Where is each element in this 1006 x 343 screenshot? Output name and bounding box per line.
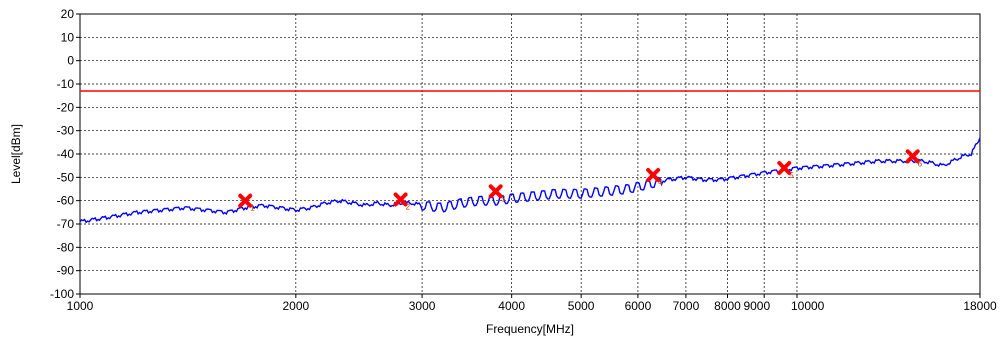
x-tick-label: 10000 [791,299,825,313]
x-tick-label: 18000 [963,299,997,313]
marker: 6 [905,149,923,168]
x-tick-label: 9000 [743,299,770,313]
marker-cross [777,161,792,175]
y-tick-label: -40 [57,147,75,161]
x-tick-label: 7000 [673,299,700,313]
y-axis-label: Level[dBm] [9,124,23,184]
marker-cross [238,193,253,208]
marker-label: 6 [918,159,923,168]
y-tick-label: -60 [57,194,75,208]
x-tick-label: 1000 [67,299,94,313]
y-tick-label: -70 [57,217,75,231]
y-tick-label: -50 [57,170,75,184]
marker: 3 [488,184,506,203]
y-tick-label: 20 [61,7,75,21]
marker: 2 [393,192,411,212]
marker-label: 4 [658,178,663,187]
x-tick-label: 2000 [282,299,309,313]
x-tick-labels: 1000 2000 3000 4000 5000 6000 7000 8000 9000 1000… [67,294,997,313]
marker: 4 [646,168,663,187]
marker: 1 [238,193,255,213]
marker-label: 2 [406,203,411,212]
x-tick-label: 6000 [625,299,652,313]
marker-cross [646,168,661,182]
marker: 5 [777,161,794,180]
y-tick-label: -100 [50,287,74,301]
y-tick-label: -10 [57,77,75,91]
y-tick-label: -90 [57,264,75,278]
y-tick-label: 0 [67,54,74,68]
grid [80,14,980,294]
y-tick-label: -30 [57,124,75,138]
marker-label: 3 [501,194,506,203]
marker-label: 1 [250,204,255,213]
x-tick-label: 3000 [409,299,436,313]
marker-cross [393,192,408,207]
marker-cross [488,184,503,199]
markers: 1 2 3 4 5 6 [238,149,923,213]
x-axis-label: Frequency[MHz] [486,322,574,336]
x-tick-label: 4000 [498,299,525,313]
y-tick-label: -20 [57,100,75,114]
y-tick-label: -80 [57,240,75,254]
y-tick-labels: 20 10 0 -10 -20 -30 -40 -50 -60 -70 -80 -90 -100 [50,7,80,301]
marker-cross [905,149,920,164]
series-line [79,137,981,224]
y-tick-label: 10 [61,30,75,44]
x-tick-label: 5000 [568,299,595,313]
marker-label: 5 [789,171,794,180]
x-tick-label: 8000 [714,299,741,313]
